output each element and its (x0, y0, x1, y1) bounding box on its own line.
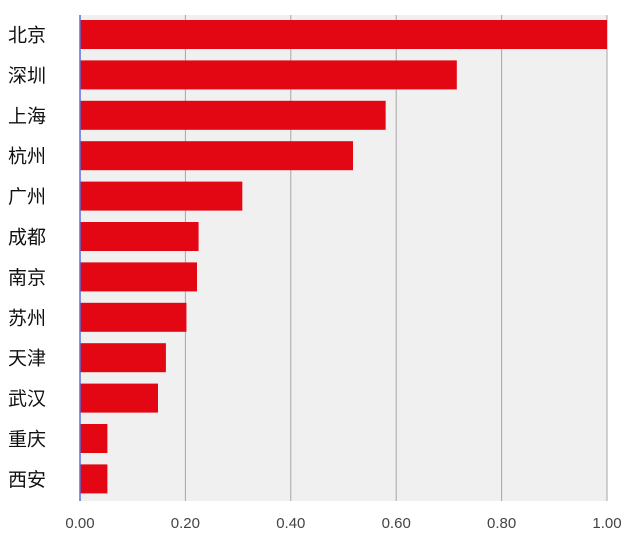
category-label: 苏州 (8, 307, 46, 329)
bar (80, 141, 353, 171)
bar (80, 383, 158, 413)
bars (80, 20, 607, 494)
category-label: 西安 (8, 469, 46, 491)
bar (80, 60, 457, 90)
gridlines (184, 15, 608, 501)
bar (80, 181, 243, 211)
category-label: 深圳 (8, 65, 46, 87)
category-label: 天津 (8, 348, 46, 370)
category-label: 武汉 (8, 388, 46, 410)
x-tick-label: 0.00 (65, 515, 94, 532)
bar (80, 343, 166, 373)
bar (80, 302, 187, 332)
category-label: 北京 (8, 25, 46, 47)
x-tick-label: 0.80 (487, 515, 516, 532)
category-label: 广州 (8, 186, 46, 208)
bar (80, 424, 108, 453)
bar (80, 464, 108, 494)
category-label: 成都 (8, 227, 46, 249)
bar (80, 222, 199, 251)
plot-background (80, 15, 607, 501)
x-tick-labels: 0.00 0.20 0.40 0.60 0.80 1.00 (65, 515, 621, 532)
category-label: 上海 (8, 105, 46, 127)
x-tick-label: 0.20 (171, 515, 200, 532)
x-tick-label: 0.40 (276, 515, 305, 532)
category-label: 南京 (8, 267, 46, 289)
category-label: 杭州 (8, 146, 46, 168)
category-label: 重庆 (8, 429, 46, 451)
bar (80, 262, 197, 292)
bar (80, 20, 607, 49)
bar (80, 100, 386, 130)
x-tick-label: 1.00 (592, 515, 621, 532)
x-tick-label: 0.60 (382, 515, 411, 532)
